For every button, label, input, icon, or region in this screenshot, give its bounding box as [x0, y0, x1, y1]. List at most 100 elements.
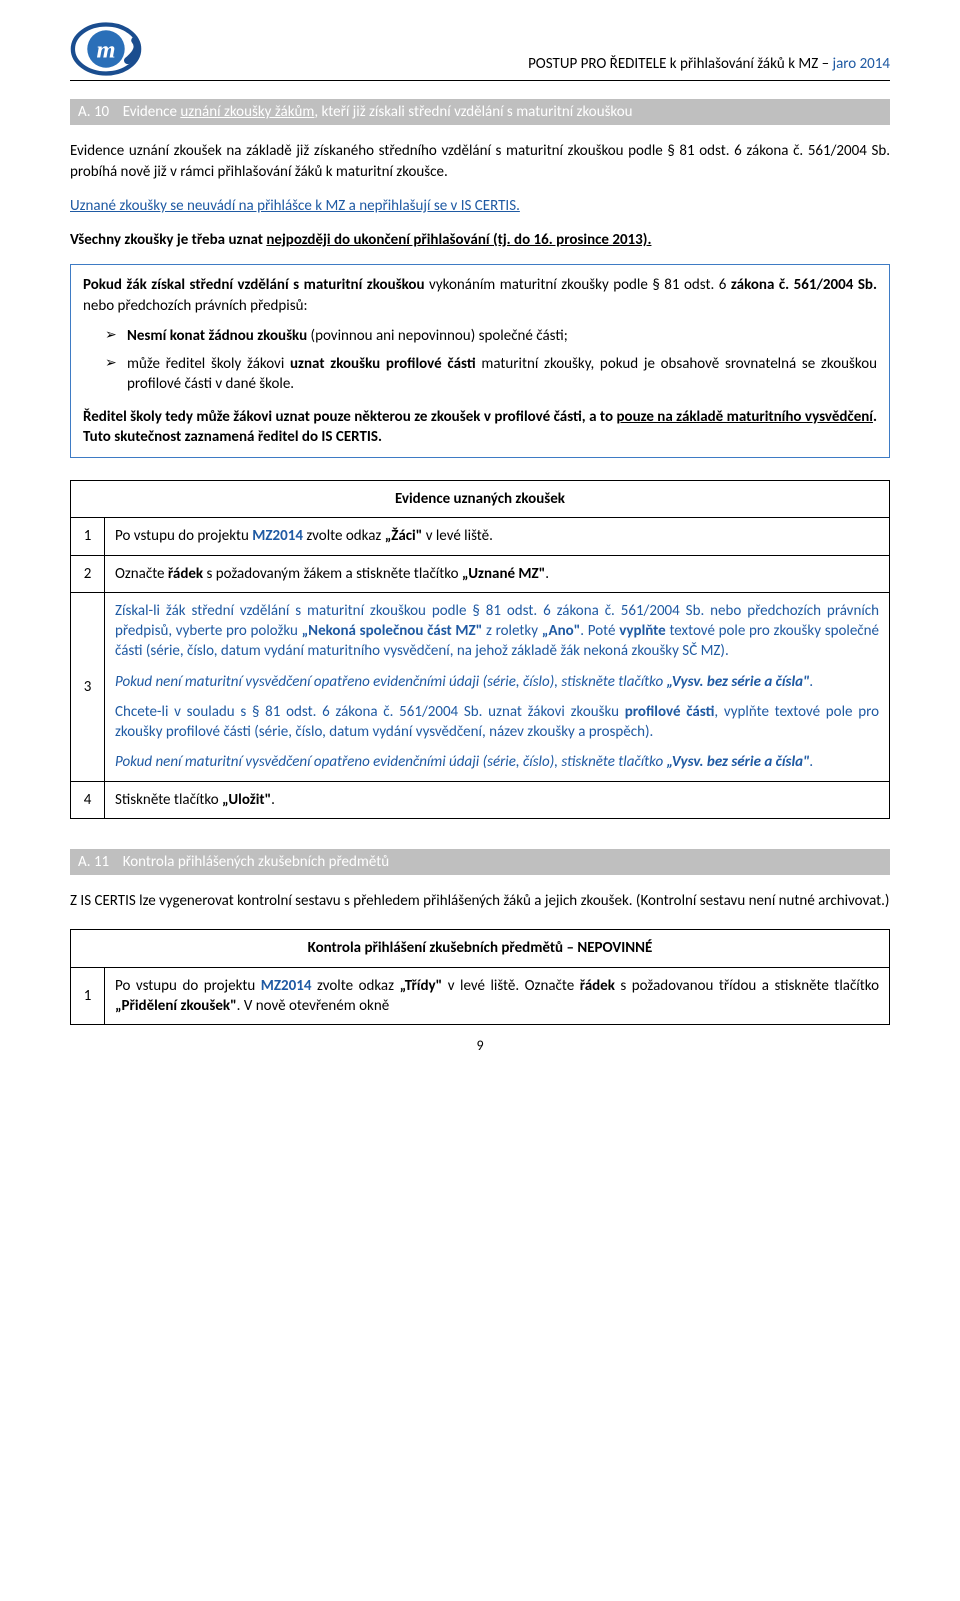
box-bullet-list: Nesmí konat žádnou zkoušku (povinnou ani… — [83, 326, 877, 395]
step-cell: Stiskněte tlačítko „Uložit". — [105, 781, 890, 818]
step-paragraph: Označte řádek s požadovaným žákem a stis… — [115, 564, 879, 584]
step-number: 1 — [71, 967, 105, 1025]
evidence-table: Evidence uznaných zkoušek 1 Po vstupu do … — [70, 480, 890, 819]
evidence-table-title: Evidence uznaných zkoušek — [71, 481, 890, 518]
step-cell: Po vstupu do projektu MZ2014 zvolte odka… — [105, 518, 890, 555]
text-run: Pokud není maturitní vysvědčení opatřeno… — [115, 753, 667, 771]
box-p1-law: zákona č. 561/2004 Sb. — [726, 276, 877, 294]
text-run: „Vysv. bez série a čísla" — [667, 753, 810, 771]
text-run: „Uznané MZ" — [462, 565, 545, 583]
text-run: MZ2014 — [261, 977, 312, 995]
step-paragraph: Pokud není maturitní vysvědčení opatřeno… — [115, 752, 879, 772]
text-run: . — [810, 753, 814, 771]
kontrola-table: Kontrola přihlášení zkušebních předmětů … — [70, 929, 890, 1025]
header-title-suffix: jaro 2014 — [833, 55, 890, 73]
step-number: 3 — [71, 592, 105, 781]
text-run: profilové části — [625, 703, 715, 721]
table-row: 4 Stiskněte tlačítko „Uložit". — [71, 781, 890, 818]
text-run: „Nekoná společnou část MZ" — [302, 622, 483, 640]
kontrola-table-title: Kontrola přihlášení zkušebních předmětů … — [71, 930, 890, 967]
step-paragraph: Po vstupu do projektu MZ2014 zvolte odka… — [115, 526, 879, 546]
section-a11-heading: A. 11 Kontrola přihlášených zkušebních p… — [70, 849, 890, 875]
section-a11-number: A. 11 — [78, 853, 109, 871]
intro-paragraph-3: Všechny zkoušky je třeba uznat nejpozděj… — [70, 230, 890, 250]
table-row: 1Po vstupu do projektu MZ2014 zvolte odk… — [71, 967, 890, 1025]
document-page: m POSTUP PRO ŘEDITELE k přihlašování žák… — [0, 0, 960, 1096]
header-title-prefix: POSTUP PRO ŘEDITELE k přihlašování žáků … — [528, 55, 832, 73]
text-run: řádek — [580, 977, 615, 995]
box-b2-bold: uznat zkoušku profilové části — [290, 355, 476, 373]
page-number: 9 — [70, 1037, 890, 1056]
box-bullet-1: Nesmí konat žádnou zkoušku (povinnou ani… — [105, 326, 877, 346]
header-title: POSTUP PRO ŘEDITELE k přihlašování žáků … — [528, 54, 890, 78]
section-a10-number: A. 10 — [78, 103, 109, 121]
text-run: zvolte odkaz — [311, 977, 399, 995]
intro-paragraph-2: Uznané zkoušky se neuvádí na přihlášce k… — [70, 196, 890, 216]
step-number: 1 — [71, 518, 105, 555]
step-cell: Získal-li žák střední vzdělání s maturit… — [105, 592, 890, 781]
box-p3-under: pouze na základě maturitního vysvědčení — [616, 408, 873, 426]
info-box: Pokud žák získal střední vzdělání s matu… — [70, 264, 890, 458]
step-paragraph: Pokud není maturitní vysvědčení opatřeno… — [115, 672, 879, 692]
box-p1-post: vykonáním maturitní zkoušky podle § 81 o… — [425, 276, 727, 294]
text-run: „Uložit" — [222, 791, 271, 809]
text-run: . — [545, 565, 549, 583]
outro-paragraph: Z IS CERTIS lze vygenerovat kontrolní se… — [70, 891, 890, 911]
text-run: v levé liště. — [422, 527, 493, 545]
box-b1-bold: Nesmí konat žádnou zkoušku — [127, 327, 307, 345]
table-row: 1 Po vstupu do projektu MZ2014 zvolte odk… — [71, 518, 890, 555]
box-p3-pre: Ředitel školy tedy může žákovi uznat pou… — [83, 408, 616, 426]
step-number: 4 — [71, 781, 105, 818]
section-a10-title-underlined: uznání zkoušky žákům — [180, 103, 314, 121]
text-run: „Přidělení zkoušek" — [115, 997, 237, 1015]
text-run: . V nově otevřeném okně — [237, 997, 390, 1015]
box-p1-tail: nebo předchozích právních předpisů: — [83, 297, 308, 315]
text-run: Stiskněte tlačítko — [115, 791, 222, 809]
section-a10-heading: A. 10 Evidence uznání zkoušky žákům, kte… — [70, 99, 890, 125]
step-cell: Označte řádek s požadovaným žákem a stis… — [105, 555, 890, 592]
text-run: Pokud není maturitní vysvědčení opatřeno… — [115, 673, 667, 691]
text-run: zvolte odkaz — [303, 527, 385, 545]
text-run: . Poté — [580, 622, 619, 640]
table-row: 3Získal-li žák střední vzdělání s maturi… — [71, 592, 890, 781]
text-run: Označte — [115, 565, 168, 583]
logo-icon: m — [70, 20, 142, 78]
step-paragraph: Chcete-li v souladu s § 81 odst. 6 zákon… — [115, 702, 879, 743]
text-run: v levé liště. Označte — [442, 977, 579, 995]
intro-p3-under: nejpozději do ukončení přihlašování (tj.… — [266, 231, 651, 249]
section-a10-title-post: , kteří již získali střední vzdělání s m… — [314, 103, 632, 121]
text-run: Po vstupu do projektu — [115, 977, 261, 995]
text-run: s požadovaným žákem a stiskněte tlačítko — [203, 565, 462, 583]
text-run: „Třídy" — [400, 977, 443, 995]
intro-paragraph-1: Evidence uznání zkoušek na základě již z… — [70, 141, 890, 182]
text-run: Chcete-li v souladu s § 81 odst. 6 zákon… — [115, 703, 625, 721]
text-run: . — [810, 673, 814, 691]
page-header: m POSTUP PRO ŘEDITELE k přihlašování žák… — [70, 20, 890, 81]
svg-text:m: m — [96, 37, 115, 64]
step-number: 2 — [71, 555, 105, 592]
text-run: „Ano" — [542, 622, 581, 640]
step-paragraph: Po vstupu do projektu MZ2014 zvolte odka… — [115, 976, 879, 1017]
text-run: řádek — [168, 565, 203, 583]
box-b1-rest: (povinnou ani nepovinnou) společné části… — [307, 327, 568, 345]
table-row: 2 Označte řádek s požadovaným žákem a sti… — [71, 555, 890, 592]
text-run: . — [271, 791, 275, 809]
text-run: s požadovanou třídou a stiskněte tlačítk… — [615, 977, 879, 995]
text-run: „Vysv. bez série a čísla" — [667, 673, 810, 691]
box-p1-pre: Pokud žák získal střední vzdělání s matu… — [83, 276, 425, 294]
section-a10-title-pre: Evidence — [123, 103, 181, 121]
step-cell: Po vstupu do projektu MZ2014 zvolte odka… — [105, 967, 890, 1025]
step-paragraph: Stiskněte tlačítko „Uložit". — [115, 790, 879, 810]
text-run: Po vstupu do projektu — [115, 527, 252, 545]
box-bullet-2: může ředitel školy žákovi uznat zkoušku … — [105, 354, 877, 395]
box-p3: Ředitel školy tedy může žákovi uznat pou… — [83, 407, 877, 448]
text-run: „Žáci" — [385, 527, 423, 545]
intro-p3-pre: Všechny zkoušky je třeba uznat — [70, 231, 266, 249]
logo-container: m — [70, 20, 142, 78]
section-a11-title: Kontrola přihlášených zkušebních předmět… — [123, 853, 389, 871]
step-paragraph: Získal-li žák střední vzdělání s maturit… — [115, 601, 879, 662]
text-run: vyplňte — [619, 622, 666, 640]
box-p1: Pokud žák získal střední vzdělání s matu… — [83, 275, 877, 316]
text-run: MZ2014 — [252, 527, 303, 545]
text-run: z roletky — [482, 622, 541, 640]
